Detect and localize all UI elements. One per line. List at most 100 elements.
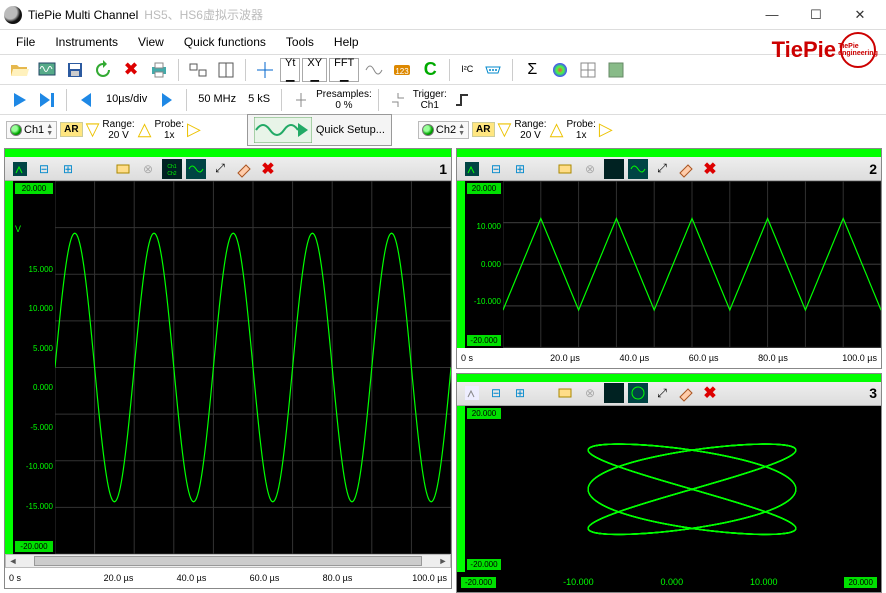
xtick: 0 s [9,573,82,583]
menu-tools[interactable]: Tools [278,32,322,52]
panel2-yaxis: 20.000 10.000 0.000 -10.000 -20.000 [465,181,503,348]
panel2-top-strip [457,149,881,157]
timebase-value[interactable]: 10µs/div [101,88,152,112]
p2-wave-icon[interactable] [627,159,649,179]
xtick: 80.0 µs [738,353,807,363]
trigger-icon[interactable] [385,88,411,112]
menu-instruments[interactable]: Instruments [47,32,126,52]
window2-icon[interactable] [213,58,239,82]
minimize-button[interactable]: — [750,1,794,29]
p2-ymin: -20.000 [467,335,501,346]
p3-wave-icon[interactable] [627,383,649,403]
p2-ytick: -10.000 [467,297,501,306]
yt-mode-button[interactable]: Yt▁ [280,58,300,82]
p3-tag-icon[interactable] [555,383,577,403]
ch1-button[interactable]: Ch1▲▼ [6,121,57,139]
xy-mode-button[interactable]: XY▁ [302,58,327,82]
menu-file[interactable]: File [8,32,43,52]
p3-ymin: -20.000 [467,559,501,570]
p2-erase-icon[interactable] [675,159,697,179]
p2-dark-icon[interactable] [603,159,625,179]
panel2-plot[interactable] [503,181,881,348]
sample-count[interactable]: 5 kS [243,88,275,112]
p2-tool-icon[interactable]: ⊞ [509,159,531,179]
p3-close-icon[interactable]: ✖ [699,383,721,403]
xtick: 20.0 µs [530,353,599,363]
p1-tag-icon[interactable] [113,159,135,179]
grid2-icon[interactable] [603,58,629,82]
refresh-icon[interactable] [90,58,116,82]
ch2-probe-icon[interactable]: ▷ [599,119,613,140]
delete-icon[interactable]: ✖ [118,58,144,82]
p1-erase-icon[interactable] [233,159,255,179]
p1-dark-icon[interactable]: Ch1Ch2 [161,159,183,179]
p1-tool-icon[interactable]: ⊞ [57,159,79,179]
window1-icon[interactable] [185,58,211,82]
menu-view[interactable]: View [130,32,172,52]
ch1-up-icon[interactable]: △ [138,119,152,140]
presamples-icon[interactable] [288,88,314,112]
open-icon[interactable] [6,58,32,82]
p3-cursor-icon[interactable]: ⊟ [485,383,507,403]
menu-help[interactable]: Help [326,32,367,52]
p1-wave-icon[interactable] [185,159,207,179]
panel1-scroll[interactable]: ◄► [5,554,451,568]
play-button[interactable] [6,88,32,112]
p1-close-icon[interactable]: ✖ [257,159,279,179]
cursor-icon[interactable] [252,58,278,82]
sample-rate[interactable]: 50 MHz [193,88,241,112]
p3-home-icon[interactable] [461,383,483,403]
ch2-down-icon[interactable]: ▽ [498,119,512,140]
ch2-led-icon [422,124,434,136]
playstep-button[interactable] [34,88,60,112]
p2-close-icon[interactable]: ✖ [699,159,721,179]
counter-icon[interactable]: 123 [389,58,415,82]
edge-icon[interactable] [449,88,475,112]
logo-badge: TiePie engineering [840,32,876,68]
color-icon[interactable] [547,58,573,82]
print-icon[interactable] [146,58,172,82]
ch1-autorange[interactable]: AR [60,122,82,137]
window-subtitle: HS5、HS6虚拟示波器 [144,6,263,23]
c-icon[interactable]: C [417,58,443,82]
p3-x-icon[interactable]: ⊗ [579,383,601,403]
quick-setup-button[interactable]: Quick Setup... [247,114,392,146]
time-next-button[interactable] [154,88,180,112]
grid1-icon[interactable] [575,58,601,82]
p3-dark-icon[interactable] [603,383,625,403]
ch2-autorange[interactable]: AR [472,122,494,137]
p1-expand-icon[interactable]: ⤢ [209,159,231,179]
time-prev-button[interactable] [73,88,99,112]
xtick: 40.0 µs [600,353,669,363]
ch1-probe: Probe:1x [155,119,184,141]
sigma-icon[interactable]: Σ [519,58,545,82]
p1-home-icon[interactable] [9,159,31,179]
scope-icon[interactable] [34,58,60,82]
ch1-probe-icon[interactable]: ▷ [187,119,201,140]
panel1-plot[interactable] [55,181,451,554]
close-button[interactable]: ✕ [838,1,882,29]
panel3-plot[interactable] [503,406,881,573]
p2-home-icon[interactable] [461,159,483,179]
p2-x-icon[interactable]: ⊗ [579,159,601,179]
p3-expand-icon[interactable]: ⤢ [651,383,673,403]
panel3-yaxis: 20.000 -20.000 [465,406,503,573]
p1-x-icon[interactable]: ⊗ [137,159,159,179]
p2-cursor-icon[interactable]: ⊟ [485,159,507,179]
save-icon[interactable] [62,58,88,82]
p3-tool-icon[interactable]: ⊞ [509,383,531,403]
ch2-button[interactable]: Ch2▲▼ [418,121,469,139]
serial-icon[interactable] [480,58,506,82]
p2-tag-icon[interactable] [555,159,577,179]
ch1-down-icon[interactable]: ▽ [86,119,100,140]
wave-icon[interactable] [361,58,387,82]
p2-expand-icon[interactable]: ⤢ [651,159,673,179]
menu-quick[interactable]: Quick functions [176,32,274,52]
panel3-toolbar: ⊟ ⊞ ⊗ ⤢ ✖ 3 [457,382,881,406]
i2c-icon[interactable]: I²C [456,58,478,82]
maximize-button[interactable]: ☐ [794,1,838,29]
p3-erase-icon[interactable] [675,383,697,403]
ch2-up-icon[interactable]: △ [550,119,564,140]
fft-mode-button[interactable]: FFT▁ [329,58,359,82]
p1-cursor-icon[interactable]: ⊟ [33,159,55,179]
